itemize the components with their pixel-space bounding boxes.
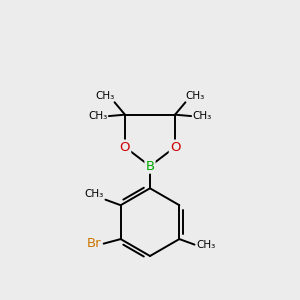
- Text: Br: Br: [87, 237, 101, 250]
- Text: CH₃: CH₃: [95, 92, 115, 101]
- Text: CH₃: CH₃: [196, 240, 215, 250]
- Text: CH₃: CH₃: [88, 111, 108, 121]
- Text: CH₃: CH₃: [192, 111, 212, 121]
- Text: CH₃: CH₃: [85, 189, 104, 199]
- Text: B: B: [146, 160, 154, 173]
- Text: CH₃: CH₃: [185, 92, 205, 101]
- Text: O: O: [170, 141, 180, 154]
- Text: O: O: [120, 141, 130, 154]
